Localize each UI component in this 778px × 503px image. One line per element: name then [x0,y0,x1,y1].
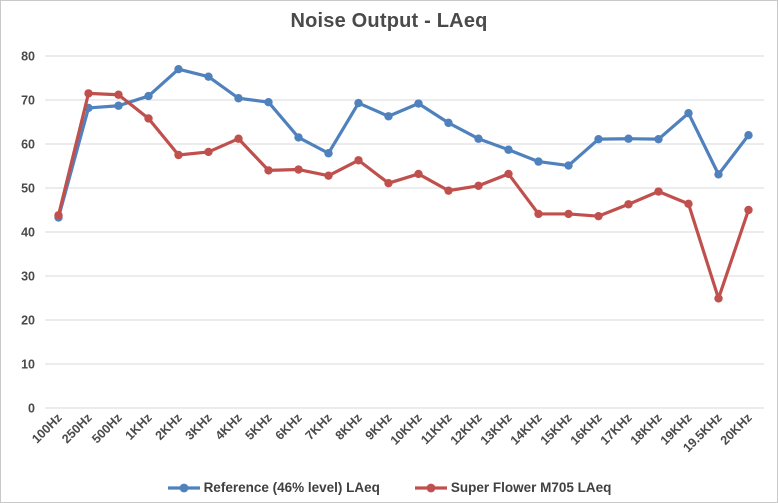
data-point-marker [444,186,453,195]
data-point-marker [204,147,213,157]
x-axis-tick-label: 15KHz [538,411,575,448]
data-point-marker [744,131,753,140]
data-point-marker [174,150,183,160]
data-point-marker [264,166,273,175]
data-point-marker [84,89,93,98]
data-point-marker [654,134,663,144]
data-point-marker [504,169,513,179]
data-point-marker [474,134,483,143]
x-axis-tick-label: 12KHz [448,411,485,448]
x-axis-tick-label: 13KHz [478,411,515,448]
y-axis-tick-label: 20 [21,314,35,328]
data-point-marker [624,200,633,209]
x-axis-tick-label: 250Hz [59,411,94,446]
x-axis-tick-label: 1KHz [123,411,155,443]
y-axis-tick-label: 30 [21,270,35,284]
x-axis-tick-label: 5KHz [243,411,275,443]
data-point-marker [714,294,723,303]
x-axis-tick-label: 14KHz [508,411,545,448]
data-point-marker [654,187,663,196]
data-point-marker [324,149,333,158]
legend-marker-reference-icon [167,483,200,492]
data-point-marker [264,98,273,107]
data-point-marker [744,205,753,215]
x-axis-tick-label: 3KHz [183,411,215,443]
data-point-marker [234,134,243,143]
data-point-marker [714,170,723,179]
data-point-marker [564,161,573,170]
data-point-marker [594,134,603,144]
x-axis-tick-label: 8KHz [333,411,365,443]
data-point-marker [354,98,363,108]
data-point-marker [114,90,123,99]
data-point-marker [684,109,693,118]
data-point-marker [144,91,153,101]
data-point-marker [534,209,543,219]
data-point-marker [354,156,363,165]
x-axis-tick-label: 20KHz [718,411,755,448]
data-point-marker [294,133,303,142]
data-point-marker [234,94,243,103]
x-axis-tick-label: 2KHz [153,411,185,443]
y-axis-tick-label: 80 [21,50,35,64]
legend-item-reference: Reference (46% level) LAeq [167,480,380,495]
x-axis-tick-label: 7KHz [303,411,335,443]
data-point-marker [414,99,423,108]
chart-title: Noise Output - LAeq [290,10,488,32]
data-point-marker [54,211,63,220]
data-point-marker [624,134,633,143]
y-axis-tick-label: 40 [21,226,35,240]
data-point-marker [384,112,393,121]
legend-marker-superflower-icon [414,483,447,492]
data-point-marker [534,157,543,166]
x-axis-tick-label: 4KHz [213,411,245,443]
data-point-marker [324,171,333,180]
data-point-marker [564,209,573,219]
y-axis-tick-label: 0 [28,402,35,416]
data-point-marker [414,169,423,179]
data-point-marker [684,199,693,209]
data-point-marker [504,145,513,154]
data-point-marker [594,211,603,221]
x-axis-tick-label: 100Hz [29,411,64,446]
legend-label-reference: Reference (46% level) LAeq [203,480,380,495]
x-axis-tick-label: 16KHz [568,411,605,448]
data-point-marker [474,181,483,190]
data-point-marker [144,114,153,123]
y-axis-tick-label: 60 [21,138,35,152]
legend-label-superflower: Super Flower M705 LAeq [450,480,612,495]
chart-legend: Reference (46% level) LAeq Super Flower … [1,480,777,495]
series-line-1 [56,91,751,301]
data-point-marker [294,165,303,174]
data-point-marker [204,72,213,81]
x-axis-tick-label: 6KHz [273,411,305,443]
y-axis-tick-label: 10 [21,358,35,372]
data-point-marker [444,118,453,128]
data-point-marker [384,178,393,188]
y-axis-tick-label: 50 [21,182,35,196]
x-axis-tick-label: 500Hz [89,411,124,446]
x-axis-tick-label: 18KHz [628,411,665,448]
x-axis-tick-label: 11KHz [418,411,454,447]
data-point-marker [114,101,123,110]
x-axis-tick-label: 10KHz [388,411,425,448]
data-point-marker [174,65,183,74]
series-line-0 [56,67,751,220]
x-axis-tick-label: 17KHz [598,411,635,448]
y-axis-tick-label: 70 [21,94,35,108]
legend-item-superflower: Super Flower M705 LAeq [414,480,612,495]
